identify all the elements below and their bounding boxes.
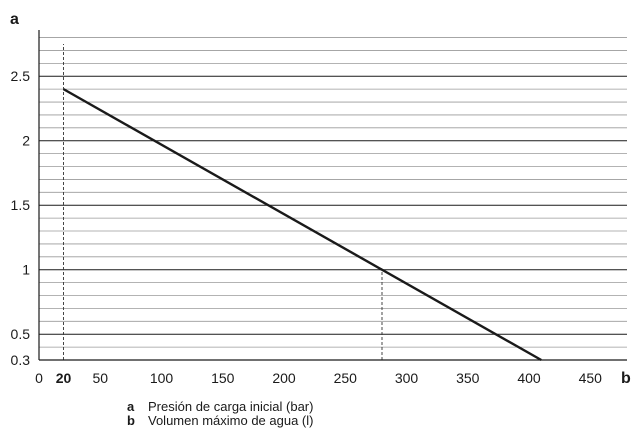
- x-tick-label: 400: [517, 370, 541, 386]
- legend-text-a: Presión de carga inicial (bar): [148, 399, 314, 414]
- legend-key-b: b: [127, 413, 135, 428]
- x-tick-label: 150: [211, 370, 235, 386]
- x-tick-label: 250: [334, 370, 358, 386]
- y-tick-label: 1: [22, 262, 30, 278]
- x-tick-label: 450: [579, 370, 603, 386]
- legend-text-b: Volumen máximo de agua (l): [148, 413, 314, 428]
- y-tick-label: 1.5: [11, 197, 31, 213]
- x-tick-label: 50: [92, 370, 108, 386]
- x-tick-label: 350: [456, 370, 480, 386]
- x-tick-label: 200: [272, 370, 296, 386]
- x-tick-label: 100: [150, 370, 174, 386]
- x-tick-label: 300: [395, 370, 419, 386]
- y-tick-label: 0.3: [11, 352, 31, 368]
- legend-entry-a: a Presión de carga inicial (bar): [127, 400, 313, 414]
- series-line-0: [62, 88, 542, 362]
- legend-entry-b: b Volumen máximo de agua (l): [127, 414, 313, 428]
- y-tick-label: 2: [22, 133, 30, 149]
- y-axis-label: a: [10, 11, 19, 28]
- x-tick-label: 20: [56, 370, 72, 386]
- x-axis-label: b: [621, 370, 631, 387]
- legend-key-a: a: [127, 399, 135, 414]
- y-tick-label: 2.5: [11, 68, 31, 84]
- x-tick-label: 0: [35, 370, 43, 386]
- y-tick-label: 0.5: [11, 326, 31, 342]
